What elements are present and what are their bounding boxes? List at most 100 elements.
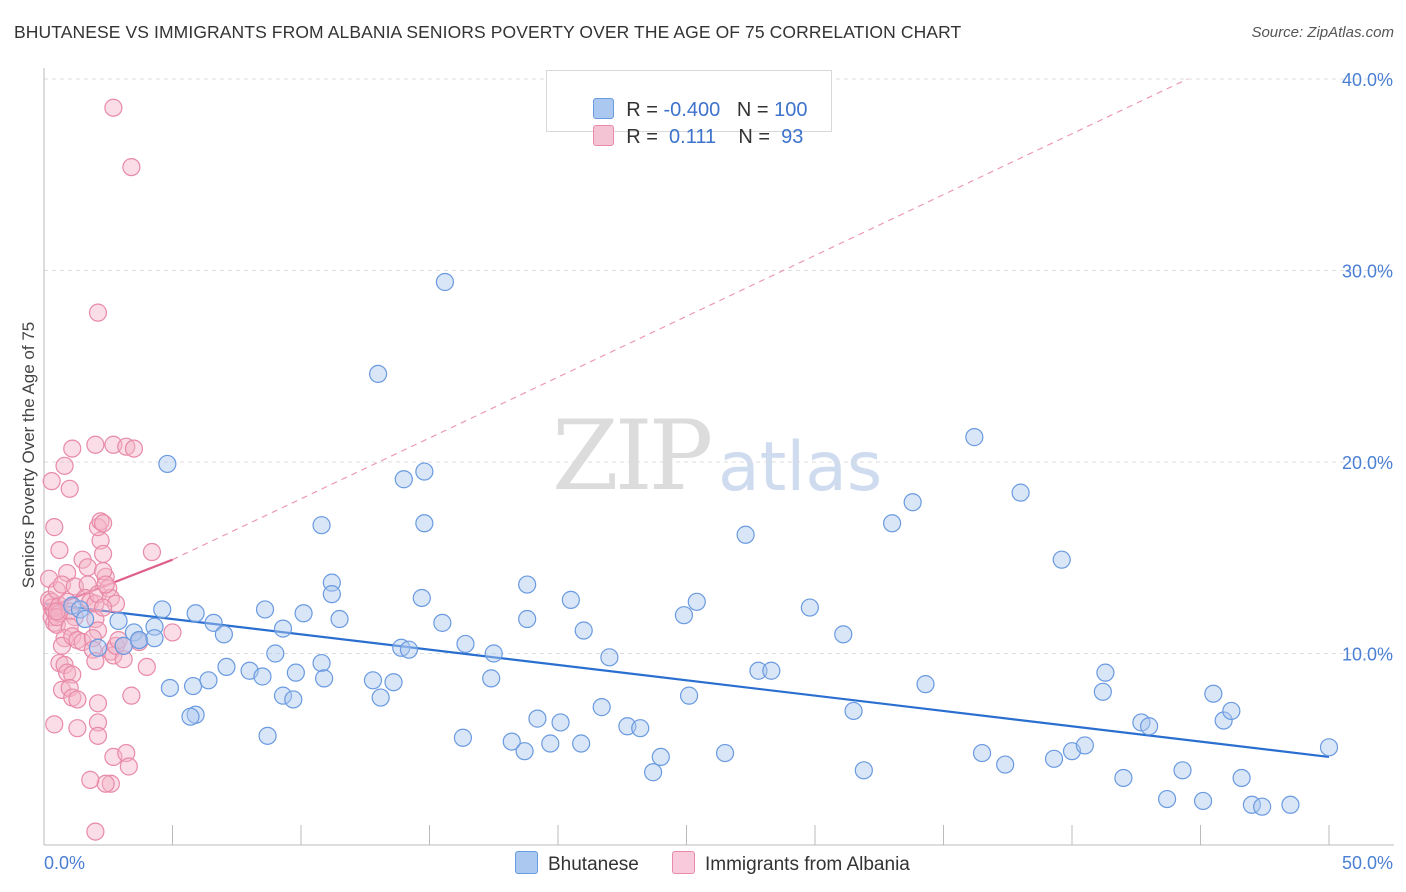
bhutanese-point [255,600,275,619]
legend-r-value: -0.400 [663,99,721,121]
albania-point [86,822,105,841]
albania-point [94,598,113,617]
correlation-legend: R = -0.400 N = 100 R = 0.111 N = 93 [546,70,832,148]
bhutanese-point [1011,483,1030,502]
albania-point [88,713,108,732]
bhutanese-point [834,625,853,644]
bhutanese-point [399,640,419,659]
legend-n-label: N = [738,126,776,148]
legend-n-label: N = [736,99,775,121]
bhutanese-point [312,653,331,673]
bhutanese-point [456,634,475,654]
bhutanese-point [749,661,768,680]
bhutanese-point [330,609,349,629]
bhutanese-point [1214,711,1233,730]
y-tick-label: 20.0% [1342,453,1393,473]
bhutanese-point [412,588,431,608]
albania-point [122,686,141,705]
albania-point [101,588,120,608]
albania-point [124,439,144,458]
albania-point [137,657,156,677]
bhutanese-point [600,648,619,667]
bhutanese-point [181,707,200,726]
bhutanese-point [1253,797,1272,816]
bhutanese-point [916,675,935,694]
bhutanese-point [515,742,534,761]
bhutanese-point [415,462,434,481]
bhutanese-point [561,590,580,609]
bhutanese-point [1075,736,1094,755]
bhutanese-point [199,671,218,690]
bhutanese-point [518,609,537,629]
bhutanese-point [153,600,172,619]
albania-point [94,544,113,564]
blue-swatch-icon [593,98,615,119]
y-tick-label: 10.0% [1342,645,1393,665]
albania-point [104,98,123,117]
legend-label-bhutanese: Bhutanese [548,854,639,875]
albania-point [47,581,66,600]
albania-point [96,575,115,594]
bhutanese-point [76,609,95,629]
albania-point [142,542,162,562]
bhutanese-point [369,364,388,384]
legend-r-label: R = [626,126,664,148]
bhutanese-point [371,688,390,707]
x-tick-label: 0.0% [44,853,85,873]
bhutanese-point [1096,663,1115,682]
bhutanese-point [435,272,455,292]
blue-swatch-icon [515,851,538,874]
bhutanese-point [415,514,434,533]
pink-swatch-icon [672,851,695,874]
bhutanese-point [736,525,755,544]
bhutanese-point [1204,684,1223,703]
bhutanese-point [854,761,873,780]
bhutanese-point [651,747,670,767]
bhutanese-point [214,625,233,644]
x-tick-label: 50.0% [1342,853,1393,873]
tick-labels: 10.0% 20.0% 30.0% 40.0% 0.0% 50.0% [44,70,1393,873]
bhutanese-point [762,661,781,680]
bhutanese-point [284,690,303,709]
albania-point [109,630,128,650]
albania-point [122,157,141,177]
legend-r-label: R = [626,99,664,121]
bhutanese-point [1044,749,1064,768]
trend-lines [43,78,1330,759]
albania-point [68,690,87,709]
bhutanese-point [528,709,547,728]
bhutanese-point [70,600,90,619]
bhutanese-point [972,743,992,763]
bhutanese-point [1114,768,1133,788]
data-points [40,98,1339,841]
albania-point [60,479,79,498]
albania-point [78,558,97,577]
bhutanese-point [502,732,521,751]
bhutanese-point [1173,761,1192,780]
albania-point [88,726,108,745]
albania-point [63,665,82,684]
bhutanese-point [1093,682,1112,701]
source-label: Source: ZipAtlas.com [1251,24,1394,41]
bhutanese-point [88,638,108,657]
bhutanese-point [541,734,560,753]
bhutanese-point [129,630,149,650]
series-legend: Bhutanese Immigrants from Albania [0,851,1406,877]
bhutanese-point [631,719,650,738]
bhutanese-point [1052,550,1071,569]
legend-item-bhutanese: Bhutanese [515,851,639,876]
y-tick-label: 30.0% [1342,262,1393,282]
bhutanese-point [273,619,293,638]
bhutanese-point [674,606,694,625]
gridlines [44,78,1394,654]
bhutanese-point [158,454,177,474]
bhutanese-point [322,585,341,604]
bhutanese-point [217,657,236,677]
albania-point [58,563,77,583]
bhutanese-point [394,470,413,489]
bhutanese-point [715,743,735,763]
y-axis-title: Seniors Poverty Over the Age of 75 [19,322,38,588]
bhutanese-point [800,598,819,617]
albania-point [94,514,113,533]
axes [43,68,1394,846]
